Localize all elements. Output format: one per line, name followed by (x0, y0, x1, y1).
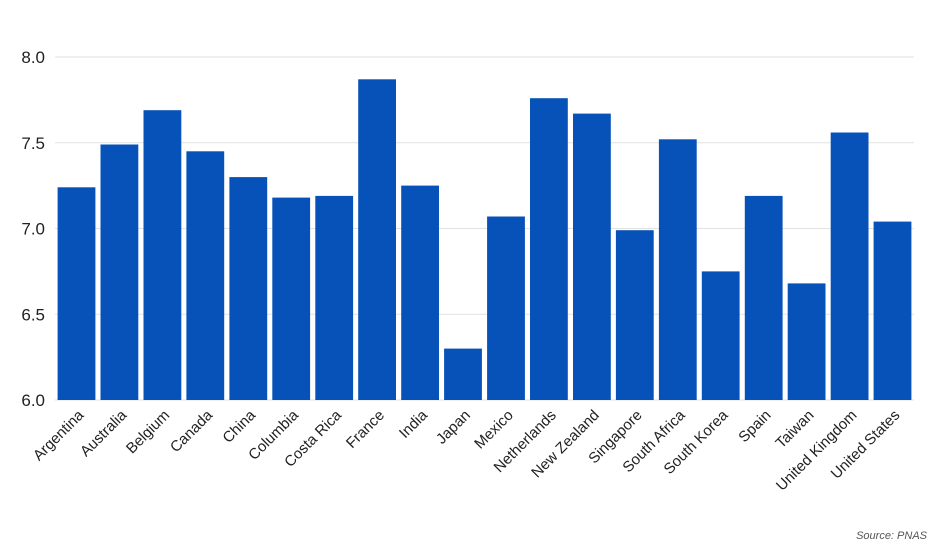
y-tick-label: 8.0 (21, 48, 45, 67)
bar-costa-rica (315, 195, 354, 400)
bar-spain (744, 195, 783, 400)
bar-canada (186, 151, 225, 400)
bar-china (229, 177, 268, 400)
x-tick-label: Japan (433, 407, 474, 448)
bar-taiwan (787, 283, 826, 400)
x-tick-label: Australia (77, 406, 131, 460)
bar-united-kingdom (830, 132, 869, 400)
y-tick-label: 7.5 (21, 134, 45, 153)
bar-columbia (272, 197, 311, 400)
bar-new-zealand (573, 113, 611, 400)
source-note: Source: PNAS (856, 530, 927, 542)
bar-belgium (143, 110, 182, 400)
x-tick-label: Canada (167, 406, 217, 456)
bar-south-korea (701, 271, 740, 400)
bar-united-states (873, 221, 912, 400)
bar-argentina (57, 187, 96, 400)
x-tick-label: China (219, 406, 259, 446)
y-tick-label: 7.0 (21, 220, 45, 239)
y-tick-label: 6.5 (21, 305, 45, 324)
bar-south-africa (658, 139, 697, 401)
y-axis-ticks: 6.0 6.5 7.0 7.5 8.0 (21, 48, 45, 410)
bars (57, 79, 912, 401)
gridlines (55, 56, 914, 401)
bar-japan (444, 348, 482, 400)
x-tick-label: Belgium (123, 407, 173, 457)
y-tick-label: 6.0 (21, 391, 45, 410)
x-tick-label: India (396, 406, 431, 441)
bar-france (358, 79, 396, 401)
x-tick-label: Spain (735, 407, 774, 446)
bar-singapore (615, 230, 654, 400)
bar-india (401, 185, 439, 400)
x-tick-label: Argentina (30, 406, 88, 464)
bar-netherlands (530, 98, 568, 400)
bar-australia (100, 144, 139, 400)
bar-mexico (487, 216, 525, 400)
x-tick-label: France (343, 407, 388, 452)
